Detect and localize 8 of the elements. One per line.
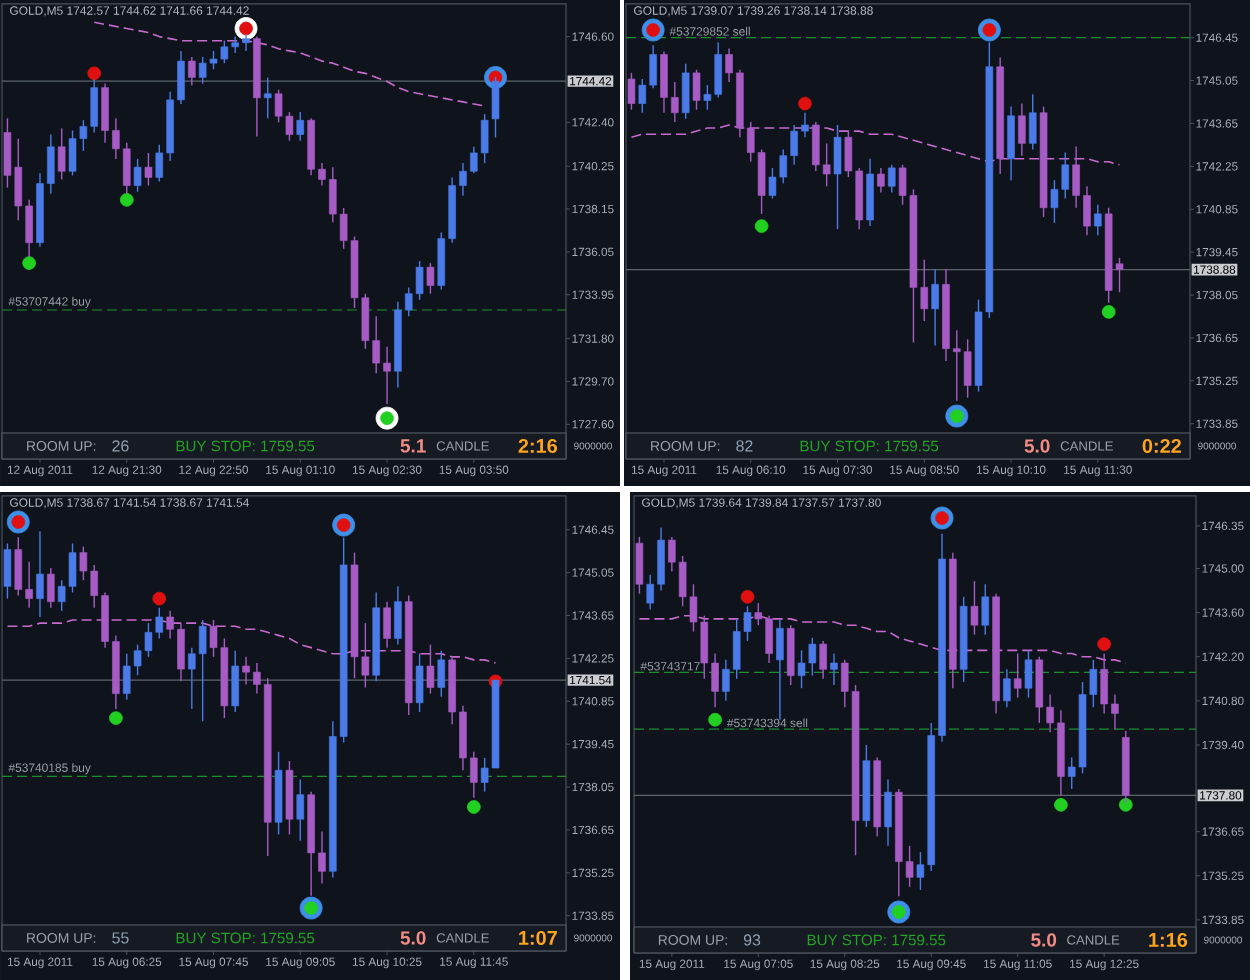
annotation: 5.0 [1024, 439, 1050, 453]
text: 1:07 [519, 930, 557, 946]
text: 0:22 [1142, 438, 1181, 454]
text: 2:16 [518, 438, 558, 454]
annotation: 5.1 [400, 439, 426, 453]
annotation: 5.0 [400, 931, 426, 945]
annotation: 5.0 [1031, 933, 1057, 947]
text: 1:16 [1149, 932, 1188, 948]
